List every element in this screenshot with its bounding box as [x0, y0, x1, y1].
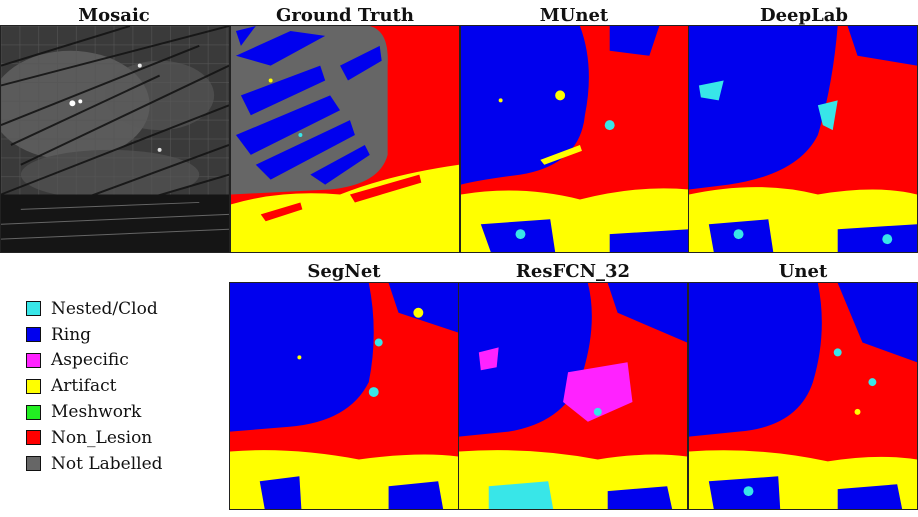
legend-item: Ring [26, 322, 163, 348]
resfcn-title: ResFCN_32 [515, 261, 631, 282]
unet-title: Unet [778, 261, 828, 282]
ground-truth-image [230, 25, 460, 253]
ground-truth-title: Ground Truth [276, 5, 414, 26]
legend-swatch [26, 378, 41, 394]
legend-swatch [26, 352, 41, 368]
legend-item: Meshwork [26, 399, 163, 425]
legend: Nested/Clod Ring Aspecific Artifact Meshwork… [26, 296, 163, 477]
munet-title: MUnet [539, 5, 609, 26]
mosaic-image [0, 25, 230, 253]
segnet-image [229, 282, 459, 510]
legend-swatch [26, 301, 41, 317]
legend-swatch [26, 430, 41, 446]
legend-label: Non_Lesion [51, 427, 153, 448]
legend-label: Meshwork [51, 402, 142, 423]
munet-image [460, 25, 690, 253]
unet-image [688, 282, 918, 510]
legend-item: Non_Lesion [26, 425, 163, 451]
deeplab-image [688, 25, 918, 253]
legend-item: Artifact [26, 373, 163, 399]
resfcn-image [458, 282, 688, 510]
legend-swatch [26, 404, 41, 420]
legend-label: Ring [51, 324, 92, 345]
legend-item: Aspecific [26, 348, 163, 374]
legend-item: Not Labelled [26, 451, 163, 477]
legend-swatch [26, 456, 41, 472]
deeplab-title: DeepLab [759, 5, 848, 26]
legend-label: Not Labelled [51, 453, 163, 474]
legend-label: Artifact [51, 376, 117, 397]
legend-swatch [26, 327, 41, 343]
legend-label: Aspecific [51, 350, 129, 371]
segnet-title: SegNet [307, 261, 381, 282]
legend-item: Nested/Clod [26, 296, 163, 322]
mosaic-title: Mosaic [78, 5, 150, 26]
legend-label: Nested/Clod [51, 298, 158, 319]
